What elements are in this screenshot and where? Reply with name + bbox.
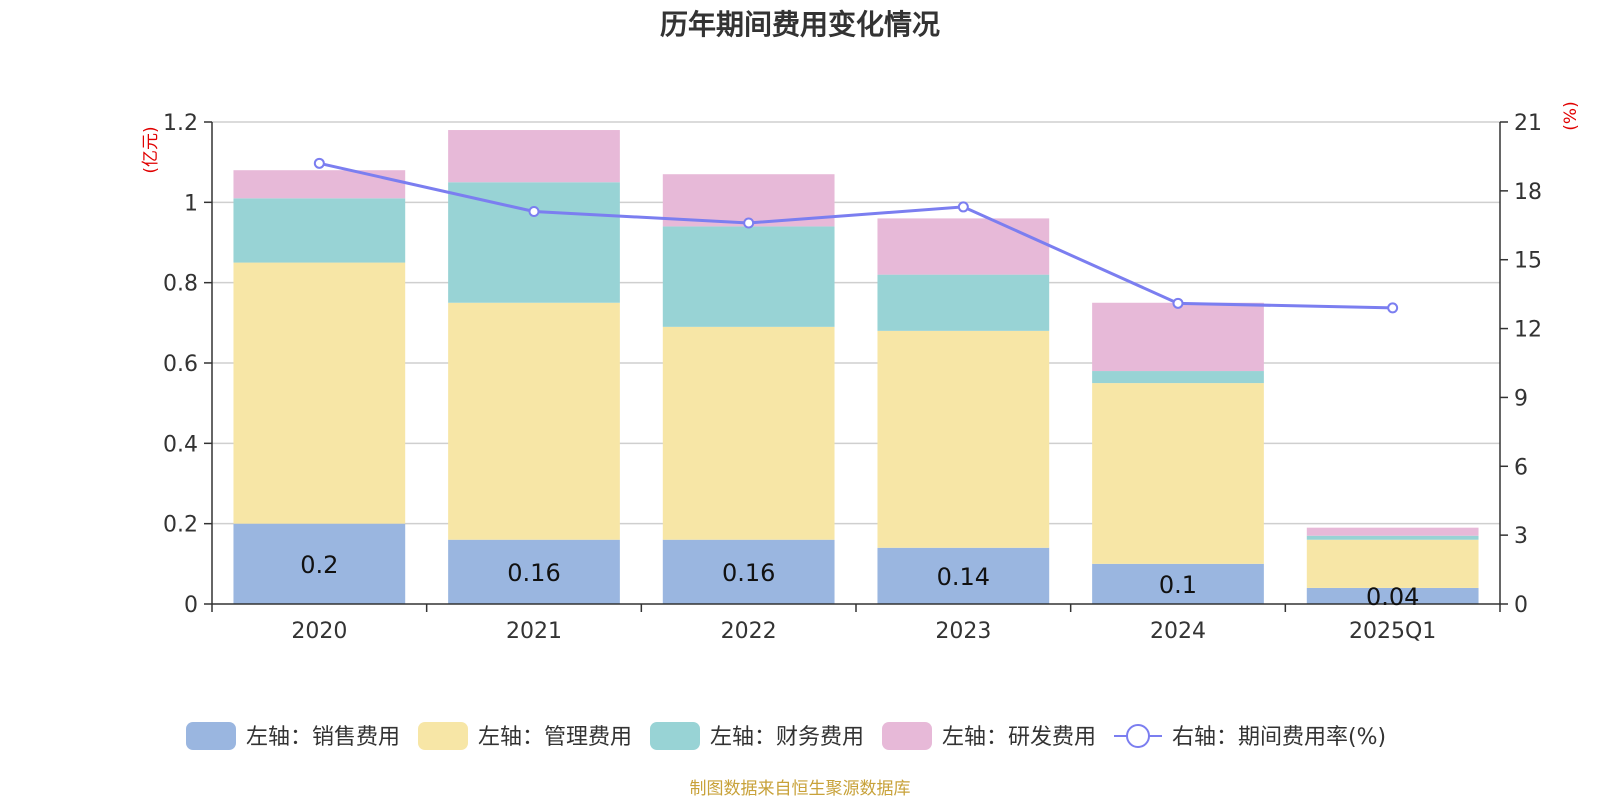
rate-line-path <box>319 161 1393 310</box>
bar-segment <box>1092 383 1264 564</box>
data-label: 0.1 <box>1159 571 1197 599</box>
data-labels: 0.2 0.16 0.16 0.14 0.1 0.04 <box>300 551 1419 611</box>
rate-line-point <box>1172 297 1184 309</box>
legend-label: 左轴：销售费用 <box>246 725 400 750</box>
legend-line-marker-circle <box>1126 724 1150 748</box>
bar-segment <box>1306 587 1479 604</box>
x-axis-tick-label: 2022 <box>721 619 777 644</box>
bar-segment <box>448 182 620 303</box>
bar-segment <box>662 226 835 327</box>
rate-line-point <box>528 206 540 218</box>
bar-segment <box>233 262 406 524</box>
bar-segment <box>1306 539 1479 588</box>
left-axis-tick-label: 0.4 <box>163 432 198 457</box>
right-axis-unit: (%) <box>1561 101 1581 130</box>
bars <box>233 130 1479 604</box>
right-axis-tick-label: 18 <box>1514 180 1542 205</box>
x-axis-tick-label: 2024 <box>1150 619 1206 644</box>
chart-title: 历年期间费用变化情况 <box>660 8 940 41</box>
right-axis-tick-label: 3 <box>1514 524 1528 549</box>
legend-label: 左轴：财务费用 <box>710 725 864 750</box>
right-axis-tick-label: 9 <box>1514 386 1528 411</box>
right-axis-tick-label: 15 <box>1514 249 1542 274</box>
bar-segment <box>233 170 406 199</box>
legend-swatch <box>650 722 700 750</box>
legend-swatch <box>186 722 236 750</box>
right-axis-tick-label: 6 <box>1514 455 1528 480</box>
legend: 左轴：销售费用 左轴：管理费用 左轴：财务费用 左轴：研发费用 右轴：期间费用率(%) <box>186 722 1386 750</box>
data-label: 0.16 <box>722 559 775 587</box>
right-axis-tick-label: 0 <box>1514 593 1528 618</box>
bar-segment <box>448 539 620 604</box>
source-note: 制图数据来自恒生聚源数据库 <box>690 779 911 799</box>
bar-segment <box>1092 563 1264 604</box>
bar-segment <box>877 218 1050 275</box>
data-label: 0.16 <box>507 559 560 587</box>
bar-segment <box>233 523 406 604</box>
x-axis-tick-label: 2025Q1 <box>1349 619 1436 644</box>
bar-segment <box>448 302 620 540</box>
bar-segment <box>1092 371 1264 384</box>
rate-line <box>313 157 1399 314</box>
grid <box>212 121 1500 525</box>
data-label: 0.04 <box>1366 583 1419 611</box>
left-axis-tick-label: 0.8 <box>163 272 198 297</box>
left-axis-tick-label: 1.2 <box>163 111 198 136</box>
bar-segment <box>662 539 835 604</box>
rate-line-point <box>743 217 755 229</box>
legend-swatch <box>418 722 468 750</box>
bar-segment <box>877 330 1050 548</box>
bar-segment <box>877 274 1050 331</box>
left-axis-tick-label: 0 <box>184 593 198 618</box>
legend-label: 右轴：期间费用率(%) <box>1172 725 1386 750</box>
bar-segment <box>233 198 406 263</box>
data-label: 0.14 <box>937 563 990 591</box>
left-axis-tick-label: 0.2 <box>163 513 198 538</box>
right-axis-tick-label: 21 <box>1514 111 1542 136</box>
x-axis-tick-label: 2020 <box>291 619 347 644</box>
left-axis-tick-label: 1 <box>184 191 198 216</box>
axes: 0 0.2 0.4 0.6 0.8 1 1.2 0 3 6 9 12 15 18 21 2020 2021 202… <box>163 111 1542 644</box>
bar-segment <box>1306 527 1479 536</box>
legend-label: 左轴：管理费用 <box>478 725 632 750</box>
bar-segment <box>1306 535 1479 540</box>
legend-swatch <box>882 722 932 750</box>
x-axis-tick-label: 2023 <box>935 619 991 644</box>
legend-label: 左轴：研发费用 <box>942 725 1096 750</box>
x-axis-tick-label: 2021 <box>506 619 562 644</box>
bar-segment <box>662 326 835 540</box>
rate-line-point <box>1387 302 1399 314</box>
bar-segment <box>877 547 1050 604</box>
data-label: 0.2 <box>300 551 338 579</box>
bar-segment <box>448 130 620 183</box>
right-axis-tick-label: 12 <box>1514 318 1542 343</box>
left-axis-tick-label: 0.6 <box>163 352 198 377</box>
rate-line-point <box>957 201 969 213</box>
bar-segment <box>1092 302 1264 372</box>
rate-line-point <box>313 157 325 169</box>
left-axis-unit: (亿元) <box>141 126 161 173</box>
